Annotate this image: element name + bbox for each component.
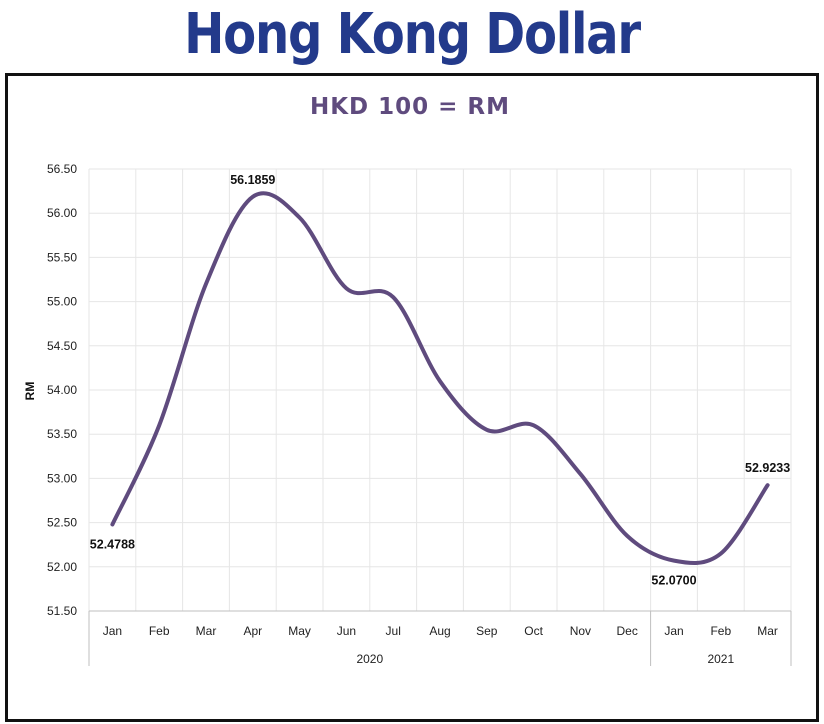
data-point	[391, 295, 395, 299]
x-tick-label: Mar	[757, 624, 778, 638]
y-tick-label: 54.00	[47, 383, 77, 397]
x-tick-label: Jan	[664, 624, 683, 638]
data-point	[157, 423, 161, 427]
data-point	[485, 428, 489, 432]
data-point	[110, 522, 114, 526]
x-tick-label: Dec	[617, 624, 638, 638]
x-tick-label: Mar	[196, 624, 217, 638]
year-group-label: 2021	[707, 652, 734, 666]
x-tick-label: Aug	[429, 624, 450, 638]
data-point	[532, 423, 536, 427]
y-tick-label: 56.50	[47, 162, 77, 176]
data-label: 52.4788	[90, 537, 135, 551]
y-axis-label: RM	[23, 382, 37, 401]
data-point	[719, 552, 723, 556]
data-point	[204, 282, 208, 286]
x-tick-label: Jul	[386, 624, 401, 638]
x-tick-label: Feb	[149, 624, 170, 638]
y-tick-label: 51.50	[47, 604, 77, 618]
data-label: 52.0700	[651, 574, 696, 588]
x-tick-label: May	[288, 624, 311, 638]
grid-layer	[88, 168, 792, 612]
y-tick-label: 52.00	[47, 560, 77, 574]
data-label: 56.1859	[230, 173, 275, 187]
y-tick-label: 53.00	[47, 471, 77, 485]
data-point	[251, 195, 255, 199]
data-point	[578, 472, 582, 476]
label-layer: 52.4788 56.1859 52.0700 52.9233	[90, 173, 790, 588]
series-line	[110, 191, 770, 565]
x-tick-label: Nov	[570, 624, 591, 638]
x-tick-label: Jun	[337, 624, 356, 638]
x-tick-label: Apr	[243, 624, 262, 638]
year-group-label: 2020	[356, 652, 383, 666]
x-tick-label: Jan	[103, 624, 122, 638]
y-tick-label: 52.50	[47, 516, 77, 530]
page-title: Hong Kong Dollar	[184, 2, 641, 67]
y-tick-label: 54.50	[47, 339, 77, 353]
data-point	[672, 559, 676, 563]
series-layer	[110, 191, 770, 565]
data-point	[298, 216, 302, 220]
y-tick-label: 55.00	[47, 295, 77, 309]
chart-frame	[5, 73, 819, 722]
y-tick-label: 53.50	[47, 427, 77, 441]
chart-title: HKD 100 = RM	[310, 94, 510, 120]
axis-layer: 51.50 52.00 52.50 53.00 53.50 54.00 54.50 55.00…	[47, 162, 792, 666]
y-tick-label: 56.00	[47, 206, 77, 220]
data-label: 52.9233	[745, 461, 790, 475]
data-point	[625, 534, 629, 538]
data-point	[344, 286, 348, 290]
y-tick-label: 55.50	[47, 250, 77, 264]
x-tick-label: Oct	[524, 624, 543, 638]
data-point	[438, 379, 442, 383]
x-tick-label: Feb	[710, 624, 731, 638]
data-point	[766, 483, 770, 487]
x-tick-label: Sep	[476, 624, 498, 638]
